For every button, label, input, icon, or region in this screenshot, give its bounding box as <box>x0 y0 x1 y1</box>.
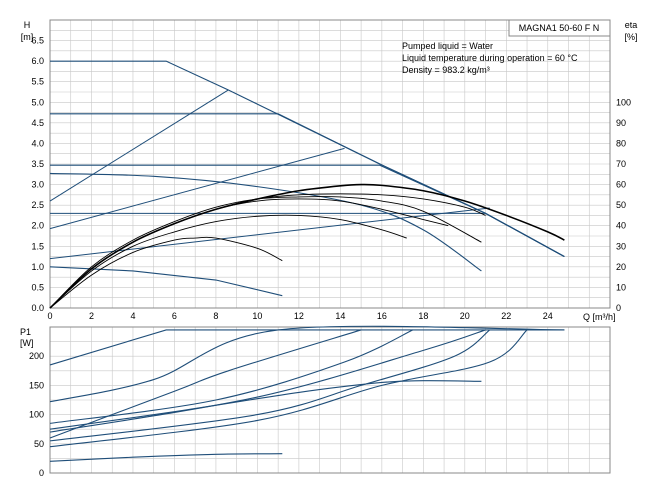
info-line-liquid: Pumped liquid = Water <box>402 41 493 51</box>
info-line-temperature: Liquid temperature during operation = 60… <box>402 53 578 63</box>
head-plot-frame <box>49 19 611 309</box>
y-tick-label-power: 0 <box>39 468 44 478</box>
system-curve <box>49 147 345 230</box>
power-curve <box>49 380 482 430</box>
y-tick-label-head: 6.5 <box>31 36 44 46</box>
y-tick-label-power: 100 <box>29 410 44 420</box>
x-tick-label: 12 <box>294 311 304 321</box>
y-tick-label-eta: 90 <box>616 118 626 128</box>
y-axis-label-head: H <box>24 20 31 30</box>
head-curve <box>50 113 565 258</box>
x-tick-label: 18 <box>418 311 428 321</box>
x-tick-label: 20 <box>460 311 470 321</box>
head-curve <box>49 266 283 297</box>
efficiency-curve <box>49 196 482 309</box>
power-curve <box>49 329 491 442</box>
y-tick-label-eta: 40 <box>616 221 626 231</box>
y-tick-label-head: 0.0 <box>31 303 44 313</box>
efficiency-curve <box>49 198 449 309</box>
y-tick-label-head: 1.5 <box>31 241 44 251</box>
x-tick-label: 6 <box>172 311 177 321</box>
y-tick-label-eta: 10 <box>616 282 626 292</box>
y-tick-label-power: 50 <box>34 439 44 449</box>
head-series-layer <box>49 60 565 309</box>
power-curve <box>49 329 565 366</box>
power-curve <box>49 329 486 433</box>
power-grid <box>50 327 610 473</box>
y-axis-label-eta: eta <box>625 20 638 30</box>
power-curve <box>49 329 414 424</box>
x-tick-label: 10 <box>252 311 262 321</box>
x-tick-label: 0 <box>47 311 52 321</box>
y-axis-label-power: P1 <box>20 327 31 337</box>
head-grid <box>50 20 610 308</box>
system-curve <box>49 207 490 260</box>
y-tick-label-eta: 0 <box>616 303 621 313</box>
y-tick-label-head: 5.0 <box>31 97 44 107</box>
y-tick-label-eta: 70 <box>616 159 626 169</box>
power-curve <box>49 329 362 439</box>
x-tick-label: 8 <box>213 311 218 321</box>
y-axis-unit-eta: [%] <box>624 32 637 42</box>
x-tick-label: 2 <box>89 311 94 321</box>
x-tick-label: 22 <box>501 311 511 321</box>
x-tick-label: 24 <box>543 311 553 321</box>
y-tick-label-power: 200 <box>29 351 44 361</box>
power-series-layer <box>49 325 565 462</box>
y-tick-label-eta: 100 <box>616 97 631 107</box>
x-tick-label: 14 <box>335 311 345 321</box>
y-tick-label-head: 5.5 <box>31 77 44 87</box>
y-axis-unit-power: [W] <box>20 338 34 348</box>
efficiency-curve <box>49 214 407 309</box>
y-tick-label-eta: 50 <box>616 200 626 210</box>
y-tick-label-eta: 60 <box>616 180 626 190</box>
power-curve <box>49 453 283 462</box>
chart-title: MAGNA1 50-60 F N <box>519 23 600 33</box>
y-axis-unit-head: [m] <box>21 32 34 42</box>
y-tick-label-head: 2.0 <box>31 221 44 231</box>
system-curve <box>49 89 229 202</box>
x-tick-label: 4 <box>130 311 135 321</box>
y-tick-label-head: 2.5 <box>31 200 44 210</box>
power-curve <box>49 329 528 448</box>
power-curve <box>49 325 565 403</box>
y-tick-label-head: 4.0 <box>31 138 44 148</box>
x-tick-label: 16 <box>377 311 387 321</box>
tick-labels: 0 2 4 6 8 10 12 14 16 18 20 22 240.00.51.01.52.02.53… <box>29 36 631 478</box>
y-tick-label-eta: 80 <box>616 138 626 148</box>
efficiency-curve <box>49 236 283 309</box>
y-tick-label-head: 1.0 <box>31 262 44 272</box>
y-tick-label-eta: 30 <box>616 241 626 251</box>
y-tick-label-head: 3.0 <box>31 180 44 190</box>
info-line-density: Density = 983.2 kg/m³ <box>402 65 490 75</box>
y-tick-label-head: 6.0 <box>31 56 44 66</box>
y-tick-label-eta: 20 <box>616 262 626 272</box>
y-tick-label-power: 150 <box>29 380 44 390</box>
y-tick-label-head: 3.5 <box>31 159 44 169</box>
x-axis-label: Q [m³/h] <box>583 312 616 322</box>
y-tick-label-head: 4.5 <box>31 118 44 128</box>
title-box <box>508 19 611 37</box>
y-tick-label-head: 0.5 <box>31 282 44 292</box>
